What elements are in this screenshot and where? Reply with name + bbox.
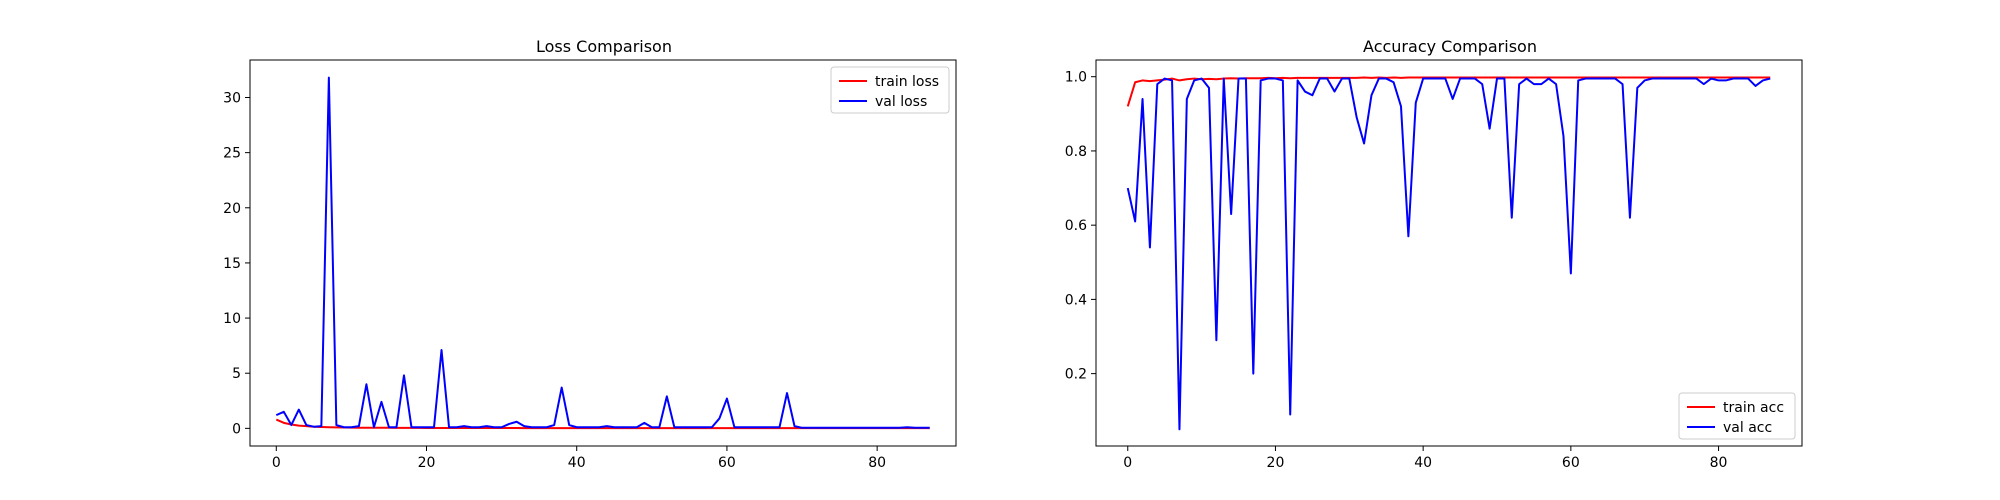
accuracy-legend: train acc val acc [1678, 392, 1796, 440]
loss-x-tick-label: 20 [418, 455, 436, 471]
accuracy-plot-area: 0 20 40 60 80 0.2 0.4 0.6 0.8 1.0 [1065, 59, 1803, 471]
loss-x-tick-label: 60 [718, 455, 736, 471]
loss-legend-label-0: train loss [875, 74, 939, 90]
loss-legend-label-1: val loss [875, 94, 927, 110]
accuracy-series-line-0 [1126, 76, 1771, 107]
accuracy-x-tick-label: 60 [1562, 455, 1580, 471]
accuracy-y-tick-label: 0.2 [1065, 367, 1087, 383]
accuracy-series-line-1 [1126, 77, 1771, 431]
accuracy-y-tick-label: 1.0 [1065, 70, 1087, 86]
accuracy-chart: Accuracy Comparison 0 20 40 60 80 0.2 0.4 0.6 0.… [1065, 37, 1803, 471]
loss-y-tick-label: 15 [223, 256, 241, 272]
loss-x-tick-label: 80 [868, 455, 886, 471]
loss-y-tick-label: 20 [223, 201, 241, 217]
loss-y-tick-label: 5 [232, 366, 241, 382]
loss-x-tick-label: 0 [272, 455, 281, 471]
loss-series-line-1 [275, 76, 930, 429]
accuracy-legend-label-1: val acc [1723, 420, 1772, 436]
loss-y-tick-label: 0 [232, 421, 241, 437]
loss-y-tick-label: 10 [223, 311, 241, 327]
accuracy-x-tick-label: 40 [1414, 455, 1432, 471]
accuracy-x-tick-label: 20 [1267, 455, 1285, 471]
accuracy-y-tick-label: 0.6 [1065, 218, 1087, 234]
accuracy-x-tick-label: 80 [1710, 455, 1728, 471]
loss-y-tick-label: 30 [223, 90, 241, 106]
accuracy-legend-label-0: train acc [1723, 400, 1784, 416]
loss-chart-title: Loss Comparison [536, 37, 672, 56]
accuracy-y-tick-label: 0.4 [1065, 292, 1087, 308]
loss-legend: train loss val loss [830, 66, 950, 114]
accuracy-y-tick-label: 0.8 [1065, 144, 1087, 160]
loss-y-tick-label: 25 [223, 146, 241, 162]
accuracy-axes-frame [1095, 59, 1803, 447]
loss-chart: Loss Comparison 0 20 40 60 80 0 5 10 15 20 25 30 tr… [223, 37, 957, 471]
loss-axes-frame [249, 59, 957, 447]
accuracy-chart-title: Accuracy Comparison [1363, 37, 1537, 56]
loss-x-tick-label: 40 [568, 455, 586, 471]
loss-plot-area: 0 20 40 60 80 0 5 10 15 20 25 30 [223, 59, 957, 471]
accuracy-x-tick-label: 0 [1123, 455, 1132, 471]
